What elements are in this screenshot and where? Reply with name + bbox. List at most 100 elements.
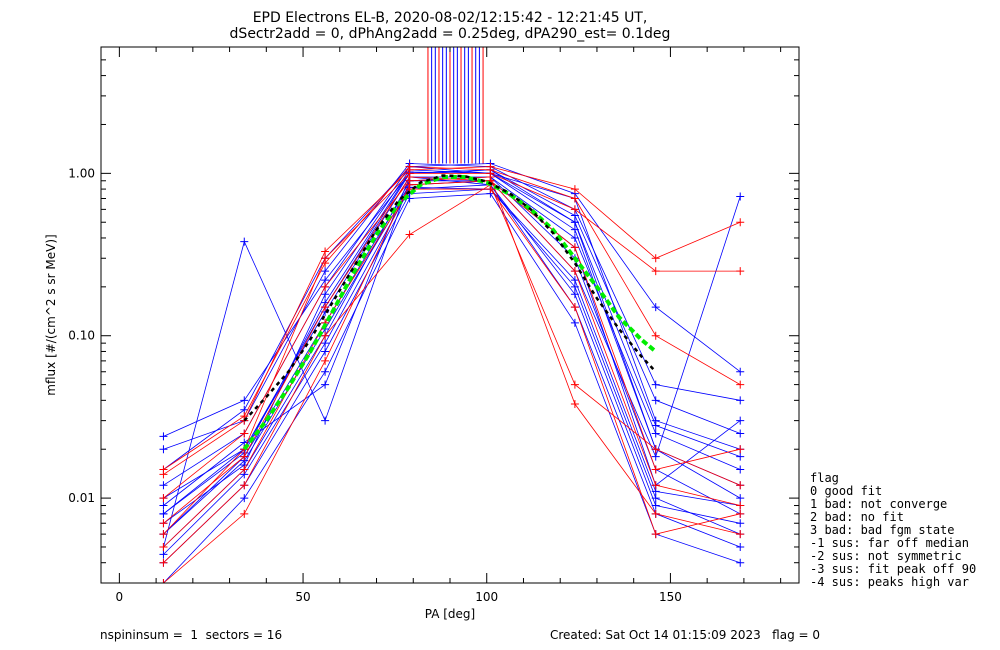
data-point bbox=[321, 259, 330, 268]
data-point bbox=[736, 530, 745, 539]
data-point bbox=[736, 445, 745, 454]
data-point bbox=[159, 558, 168, 567]
flag-legend: flag 0 good fit 1 bad: not converge 2 ba… bbox=[810, 471, 976, 589]
fit-curve-green bbox=[242, 175, 657, 451]
data-point bbox=[321, 347, 330, 356]
series-line bbox=[163, 180, 741, 535]
data-point bbox=[570, 290, 579, 299]
legend-entry: -3 sus: fit peak off 90 bbox=[810, 562, 976, 576]
series-line bbox=[163, 169, 741, 515]
series-line bbox=[163, 184, 741, 555]
series-line bbox=[163, 166, 741, 470]
series-line bbox=[163, 166, 741, 486]
data-point bbox=[736, 367, 745, 376]
data-point bbox=[321, 367, 330, 376]
series-blue bbox=[159, 176, 745, 551]
data-point bbox=[736, 429, 745, 438]
y-axis-label: mflux [#/(cm^2 s sr MeV)] bbox=[44, 234, 58, 395]
data-point bbox=[321, 331, 330, 340]
series-line bbox=[163, 172, 741, 535]
data-point bbox=[405, 172, 414, 181]
data-point bbox=[321, 303, 330, 312]
data-point bbox=[240, 237, 249, 246]
series-blue bbox=[159, 185, 745, 567]
x-tick-label: 0 bbox=[116, 590, 124, 604]
y-tick-label: 0.01 bbox=[68, 491, 95, 505]
data-point bbox=[321, 339, 330, 348]
data-point bbox=[736, 558, 745, 567]
data-point bbox=[159, 530, 168, 539]
data-point bbox=[736, 494, 745, 503]
data-point bbox=[736, 509, 745, 518]
data-point bbox=[321, 356, 330, 365]
y-axis: 0.01 0.10 1.00 bbox=[68, 46, 799, 584]
data-point bbox=[570, 399, 579, 408]
data-point bbox=[159, 519, 168, 528]
data-point bbox=[651, 465, 660, 474]
data-point bbox=[570, 194, 579, 203]
data-point bbox=[651, 331, 660, 340]
y-tick-label: 1.00 bbox=[68, 166, 95, 180]
data-point bbox=[651, 421, 660, 430]
data-point bbox=[240, 481, 249, 490]
data-point bbox=[570, 318, 579, 327]
data-point bbox=[159, 542, 168, 551]
data-point bbox=[736, 192, 745, 201]
series-blue bbox=[159, 165, 745, 528]
series-line bbox=[163, 188, 741, 548]
series-line bbox=[163, 180, 741, 548]
data-point bbox=[240, 429, 249, 438]
data-point bbox=[159, 579, 168, 583]
data-point bbox=[240, 465, 249, 474]
data-point bbox=[405, 230, 414, 239]
series-line bbox=[163, 169, 741, 437]
fit-curve-black bbox=[243, 174, 657, 422]
data-point bbox=[651, 509, 660, 518]
data-point bbox=[240, 396, 249, 405]
data-point bbox=[240, 452, 249, 461]
series-blue bbox=[159, 176, 745, 539]
data-point bbox=[736, 396, 745, 405]
data-point bbox=[159, 494, 168, 503]
series-blue bbox=[159, 189, 745, 583]
x-tick-label: 100 bbox=[475, 590, 498, 604]
data-point bbox=[736, 542, 745, 551]
legend-title: flag bbox=[810, 471, 839, 485]
data-point bbox=[651, 429, 660, 438]
series-line bbox=[163, 186, 741, 535]
series-line bbox=[163, 176, 741, 499]
data-point bbox=[736, 380, 745, 389]
x-axis-label: PA [deg] bbox=[425, 607, 475, 621]
data-point bbox=[570, 205, 579, 214]
x-tick-label: 150 bbox=[659, 590, 682, 604]
legend-entry: 3 bad: bad fgm state bbox=[810, 523, 955, 537]
footer-right: Created: Sat Oct 14 01:15:09 2023 flag =… bbox=[550, 628, 820, 642]
data-point bbox=[736, 416, 745, 425]
data-point bbox=[159, 509, 168, 518]
series-blue bbox=[159, 159, 745, 454]
legend-entry: -4 sus: peaks high var bbox=[810, 575, 969, 589]
data-point bbox=[651, 501, 660, 510]
data-point bbox=[321, 290, 330, 299]
data-point bbox=[651, 303, 660, 312]
x-axis: 0 50 100 150 bbox=[116, 47, 782, 604]
data-point bbox=[651, 380, 660, 389]
series-red bbox=[159, 180, 745, 567]
x-tick-label: 50 bbox=[295, 590, 310, 604]
data-point bbox=[321, 247, 330, 256]
data-point bbox=[570, 185, 579, 194]
series-red bbox=[159, 169, 745, 539]
data-point bbox=[570, 276, 579, 285]
data-point bbox=[736, 465, 745, 474]
series-red bbox=[159, 162, 745, 474]
data-point bbox=[570, 243, 579, 252]
data-point bbox=[570, 267, 579, 276]
series-red bbox=[159, 162, 745, 479]
data-point bbox=[159, 465, 168, 474]
data-point bbox=[240, 494, 249, 503]
series-blue bbox=[159, 180, 745, 559]
legend-entry: -1 sus: far off median bbox=[810, 536, 969, 550]
data-point bbox=[651, 445, 660, 454]
series-red bbox=[159, 176, 745, 583]
data-point bbox=[159, 550, 168, 559]
